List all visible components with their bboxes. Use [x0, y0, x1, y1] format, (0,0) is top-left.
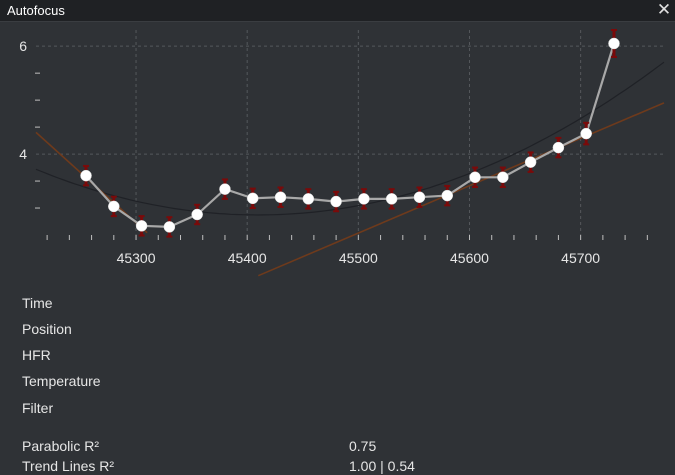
data-point — [608, 37, 620, 50]
trend-lines-r2-label: Trend Lines R² — [22, 458, 115, 474]
window-title: Autofocus — [7, 3, 65, 18]
autofocus-chart: 45300 45400 45500 45600 45700 4 6 — [19, 29, 665, 277]
parabolic-r2-label: Parabolic R² — [22, 438, 100, 454]
data-point — [191, 208, 203, 221]
right-trend-line — [257, 102, 665, 277]
parabolic-r2-value: 0.75 — [349, 438, 377, 454]
data-point — [302, 193, 315, 205]
data-point — [469, 171, 481, 184]
data-point — [108, 200, 120, 213]
title-bar: Autofocus ✕ — [0, 0, 675, 22]
data-point — [413, 191, 426, 203]
data-point — [80, 169, 92, 182]
y-tick-label: 6 — [19, 38, 27, 54]
data-point — [163, 221, 176, 233]
data-point — [219, 183, 231, 195]
time-label: Time — [22, 295, 53, 311]
data-point — [524, 156, 537, 168]
y-tick-label: 4 — [19, 146, 27, 162]
data-point — [385, 193, 398, 205]
x-tick-label: 45300 — [117, 250, 156, 266]
x-tick-label: 45500 — [339, 250, 378, 266]
data-point — [330, 195, 342, 208]
close-icon[interactable]: ✕ — [656, 0, 672, 19]
filter-label: Filter — [22, 400, 54, 416]
data-point — [358, 193, 370, 205]
data-point — [274, 191, 287, 203]
x-tick-label: 45400 — [228, 250, 267, 266]
data-point — [246, 192, 259, 205]
temperature-label: Temperature — [22, 373, 101, 389]
data-point — [135, 220, 148, 232]
data-point — [580, 127, 592, 140]
trend-lines-r2-value: 1.00 | 0.54 — [349, 458, 415, 474]
data-point — [497, 171, 509, 184]
data-point — [552, 141, 565, 154]
x-tick-label: 45600 — [450, 250, 489, 266]
data-point — [441, 189, 454, 202]
x-tick-label: 45700 — [561, 250, 600, 266]
position-label: Position — [22, 321, 72, 337]
parabolic-fit-curve — [35, 61, 665, 216]
hfr-series-line — [85, 43, 616, 229]
hfr-label: HFR — [22, 347, 51, 363]
